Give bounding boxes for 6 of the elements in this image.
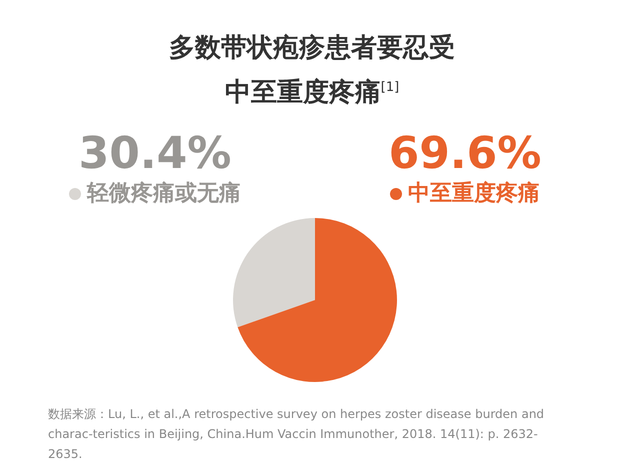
legend-label: 轻微疼痛或无痛: [86, 180, 242, 208]
data-label: 30.4%: [78, 128, 232, 180]
source-note: 数据来源：Lu, L., et al.,A retrospective survey on herpes zoster disease burden and charac-teristics in Beijing, China.Hum Vaccin Immunother, 2018. 14(11): p. 2632-2635.: [48, 406, 546, 463]
data-label: 69.6%: [388, 128, 542, 180]
legend-label: 中至重度疼痛: [407, 180, 541, 208]
chart-title: 多数带状疱疹患者要忍受中至重度疼痛$^{[1]}$: [168, 32, 456, 110]
